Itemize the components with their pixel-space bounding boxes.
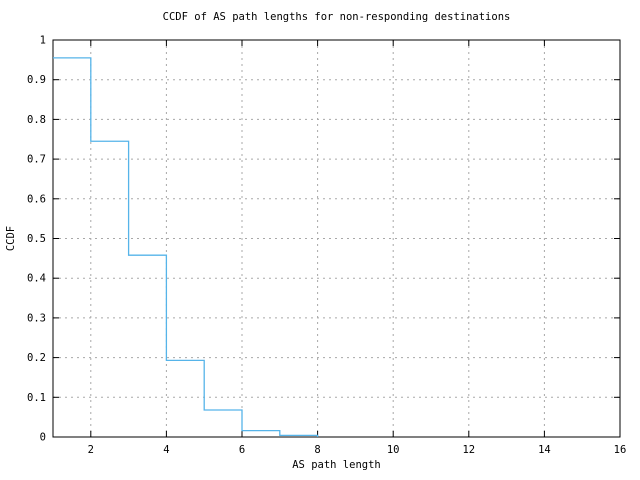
x-tick-label: 8: [314, 444, 320, 456]
x-tick-label: 2: [88, 444, 94, 456]
x-tick-label: 4: [163, 444, 169, 456]
y-tick-label: 0.4: [27, 273, 46, 285]
y-axis-label: CCDF: [5, 226, 17, 251]
x-tick-label: 6: [239, 444, 245, 456]
plot-border: [52, 39, 621, 438]
y-tick-label: 0.8: [27, 114, 46, 126]
x-axis-label: AS path length: [292, 459, 381, 471]
y-tick-label: 0.5: [27, 233, 46, 245]
chart-title: CCDF of AS path lengths for non-respondi…: [162, 11, 511, 23]
x-tick-label: 10: [387, 444, 400, 456]
ccdf-step-line: [53, 57, 319, 437]
y-tick-label: 1: [40, 35, 46, 47]
y-tick-label: 0.1: [27, 392, 46, 404]
y-tick-label: 0.2: [27, 352, 46, 364]
y-tick-label: 0.7: [27, 154, 46, 166]
y-tick-label: 0: [40, 432, 46, 444]
y-tick-label: 0.3: [27, 312, 46, 324]
x-tick-label: 14: [538, 444, 551, 456]
x-tick-label: 16: [614, 444, 627, 456]
y-tick-label: 0.6: [27, 193, 46, 205]
y-tick-label: 0.9: [27, 74, 46, 86]
x-tick-label: 12: [462, 444, 475, 456]
